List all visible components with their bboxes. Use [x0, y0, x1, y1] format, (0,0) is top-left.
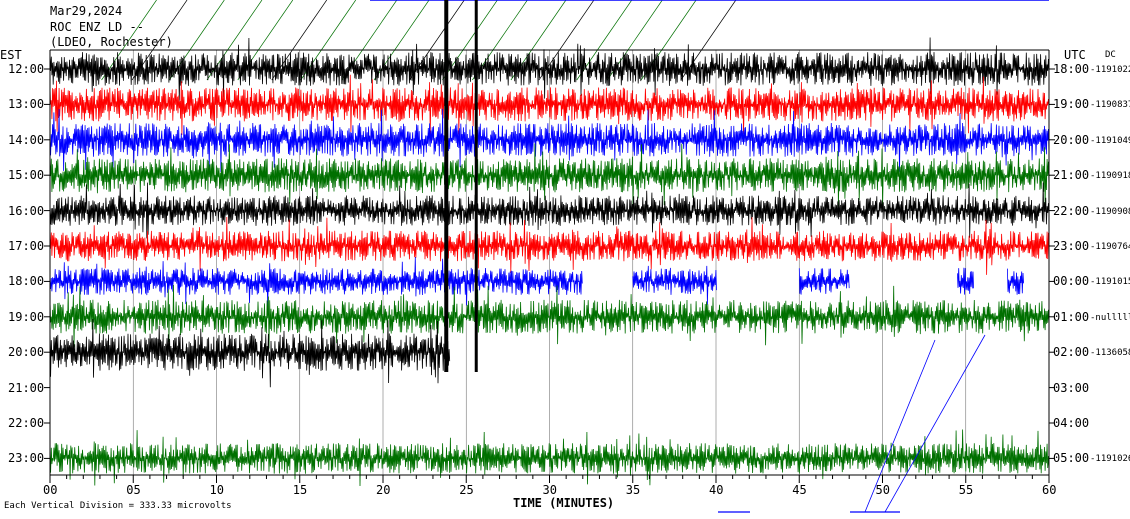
- utc-hour-label: 19:00: [1053, 97, 1090, 112]
- est-hour-label: 18:00: [8, 274, 45, 289]
- scale-note: Each Vertical Division = 333.33 microvol…: [4, 501, 232, 511]
- trace-row: [49, 143, 1050, 207]
- est-hour-label: 20:00: [8, 345, 45, 360]
- est-hour-label: 23:00: [8, 451, 45, 466]
- dc-offset-label: -1190764: [1090, 242, 1130, 252]
- trace-row: [49, 74, 1050, 136]
- trace-row: [49, 108, 1050, 173]
- trace-overlap-line: [884, 334, 986, 513]
- trace-segment: [49, 429, 1050, 487]
- dc-offset-label: -1190918: [1090, 171, 1130, 182]
- utc-hour-label: 01:00: [1053, 309, 1090, 324]
- utc-hour-label: 21:00: [1053, 168, 1090, 183]
- x-tick-label: 30: [542, 483, 557, 497]
- trace-segment: [49, 318, 451, 388]
- trace-segment: [49, 37, 1050, 101]
- est-hour-label: 17:00: [8, 239, 45, 253]
- left-timezone-label: EST: [0, 48, 22, 62]
- trace-segment: [49, 256, 583, 307]
- utc-hour-label: 22:00: [1053, 203, 1090, 218]
- x-tick-label: 20: [376, 483, 391, 497]
- x-tick-label: 50: [875, 483, 890, 497]
- est-hour-label: 16:00: [8, 203, 45, 218]
- trace-row: [49, 216, 1050, 275]
- x-tick-label: 35: [625, 483, 641, 497]
- header-date: Mar29,2024: [50, 4, 123, 18]
- trace-segment: [1007, 268, 1024, 295]
- est-hour-label: 21:00: [8, 380, 45, 395]
- trace-overlap-line: [680, 0, 737, 81]
- x-tick-label: 25: [459, 483, 474, 497]
- trace-segment: [632, 265, 717, 305]
- trace-overlap-line: [101, 0, 157, 81]
- trace-segment: [49, 74, 1050, 136]
- dc-label: DC: [1105, 50, 1116, 60]
- dc-offset-label: -1190908: [1090, 206, 1130, 217]
- trace-segment: [49, 284, 1050, 349]
- seismic-traces: [49, 0, 1050, 513]
- axis-ticks: [44, 68, 1055, 483]
- trace-segment: [49, 216, 1050, 275]
- event-bars: [444, 0, 986, 513]
- x-tick-label: 15: [292, 483, 308, 497]
- right-timezone-label: UTC: [1064, 48, 1086, 62]
- utc-hour-label: 05:00: [1053, 451, 1090, 466]
- utc-hour-label: 02:00: [1053, 345, 1090, 360]
- dc-offset-label: -nullllll: [1090, 312, 1130, 323]
- trace-segment: [49, 143, 1050, 207]
- x-tick-label: 40: [709, 483, 724, 497]
- dc-offset-label: -1191026: [1090, 454, 1130, 465]
- est-hour-label: 15:00: [8, 168, 45, 183]
- est-hour-label: 13:00: [8, 97, 45, 112]
- header-location: (LDEO, Rochester): [50, 35, 173, 49]
- x-tick-label: 55: [958, 483, 974, 497]
- trace-row: [49, 37, 1050, 101]
- trace-segment: [957, 267, 974, 295]
- trace-row: [49, 182, 1050, 239]
- dc-offset-label: -1136058: [1090, 348, 1130, 359]
- utc-hour-label: 18:00: [1053, 62, 1090, 76]
- est-hour-label: 19:00: [8, 309, 45, 324]
- utc-hour-label: 20:00: [1053, 132, 1090, 147]
- trace-row: [49, 256, 1024, 307]
- trace-row: [49, 318, 451, 388]
- x-axis-title: TIME (MINUTES): [513, 496, 615, 510]
- utc-hour-label: 03:00: [1053, 380, 1090, 395]
- est-hour-label: 12:00: [8, 62, 45, 76]
- header-station: ROC ENZ LD --: [50, 20, 144, 34]
- est-hour-label: 14:00: [8, 132, 45, 147]
- trace-row: [49, 429, 1050, 487]
- dc-offset-label: -1191022: [1090, 65, 1130, 75]
- x-tick-label: 45: [792, 483, 807, 497]
- trace-row: [49, 284, 1050, 349]
- trace-segment: [49, 108, 1050, 173]
- dc-offset-label: -1191015: [1090, 277, 1130, 288]
- x-tick-label: 10: [209, 483, 224, 497]
- trace-segment: [49, 182, 1050, 239]
- trace-overlap-line: [864, 339, 936, 513]
- x-tick-label: 05: [126, 483, 141, 497]
- dc-offset-label: -1191049: [1090, 135, 1130, 146]
- trace-segment: [798, 268, 850, 295]
- x-tick-label: 00: [43, 483, 58, 497]
- x-tick-label: 60: [1042, 483, 1057, 497]
- utc-hour-label: 23:00: [1053, 239, 1090, 253]
- est-hour-label: 22:00: [8, 416, 45, 430]
- utc-hour-label: 00:00: [1053, 274, 1090, 289]
- trace-overlap-line: [271, 0, 328, 81]
- utc-hour-label: 04:00: [1053, 416, 1090, 430]
- dc-offset-label: -1190837: [1090, 100, 1130, 111]
